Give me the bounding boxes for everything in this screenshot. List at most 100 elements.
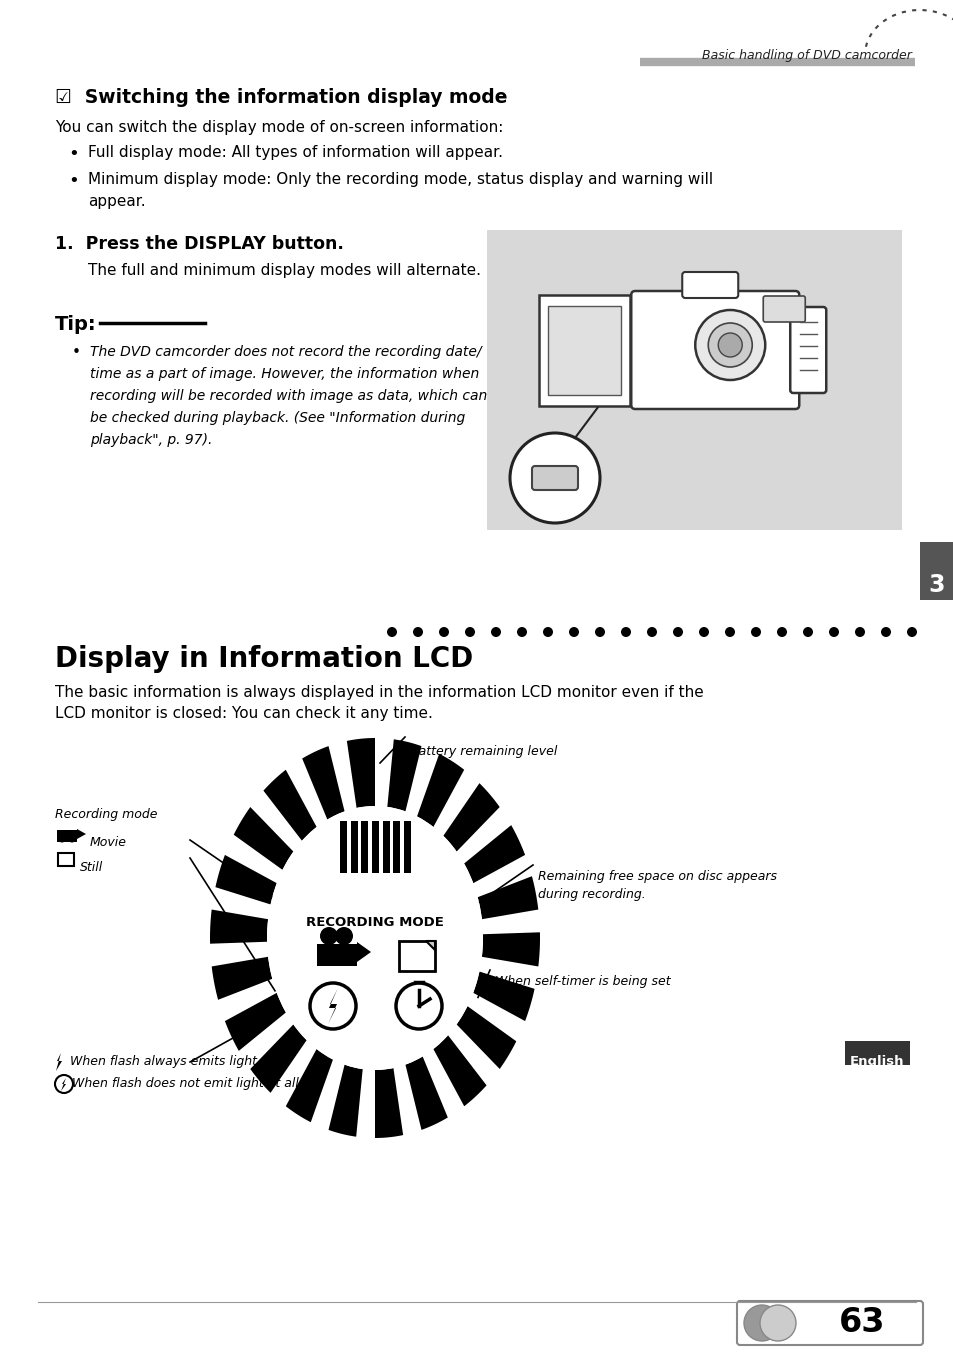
Text: Still: Still [80, 861, 103, 873]
Polygon shape [443, 783, 499, 852]
Circle shape [595, 627, 604, 637]
Bar [844, 1041, 909, 1065]
Bar [351, 821, 357, 873]
Polygon shape [56, 1053, 62, 1071]
Text: appear.: appear. [88, 193, 146, 210]
FancyBboxPatch shape [762, 296, 804, 322]
Text: Movie: Movie [90, 836, 127, 849]
Circle shape [57, 833, 67, 842]
Circle shape [68, 833, 76, 842]
Circle shape [672, 627, 682, 637]
Circle shape [438, 627, 449, 637]
Text: The basic information is always displayed in the information LCD monitor even if: The basic information is always displaye… [55, 685, 703, 700]
Text: be checked during playback. (See "Information during: be checked during playback. (See "Inform… [90, 411, 465, 425]
FancyBboxPatch shape [681, 272, 738, 297]
Circle shape [646, 627, 657, 637]
Bar [57, 830, 77, 842]
Circle shape [464, 627, 475, 637]
Polygon shape [286, 1049, 333, 1122]
Polygon shape [77, 829, 86, 840]
FancyBboxPatch shape [919, 542, 953, 600]
Bar [393, 821, 400, 873]
Bar [372, 821, 378, 873]
Polygon shape [302, 746, 344, 819]
Text: Remaining free space on disc appears: Remaining free space on disc appears [537, 869, 776, 883]
Circle shape [55, 1075, 73, 1092]
Polygon shape [464, 825, 524, 883]
FancyBboxPatch shape [737, 1301, 923, 1345]
Circle shape [310, 983, 355, 1029]
Polygon shape [215, 854, 276, 904]
Polygon shape [328, 988, 337, 1023]
Circle shape [718, 333, 741, 357]
Text: English: English [849, 1055, 903, 1068]
Polygon shape [212, 957, 272, 999]
Circle shape [880, 627, 890, 637]
Polygon shape [328, 1064, 362, 1137]
Text: •: • [71, 345, 81, 360]
Text: When self-timer is being set: When self-timer is being set [495, 975, 670, 988]
Circle shape [699, 627, 708, 637]
FancyBboxPatch shape [486, 230, 901, 530]
Circle shape [802, 627, 812, 637]
Polygon shape [347, 738, 375, 808]
Bar [58, 853, 74, 867]
Text: time as a part of image. However, the information when: time as a part of image. However, the in… [90, 366, 478, 381]
Polygon shape [61, 1078, 66, 1091]
Polygon shape [426, 941, 435, 950]
Text: Recording mode: Recording mode [55, 808, 157, 821]
Ellipse shape [267, 806, 482, 1069]
FancyBboxPatch shape [789, 307, 825, 393]
Circle shape [510, 433, 599, 523]
FancyBboxPatch shape [631, 291, 799, 410]
Circle shape [568, 627, 578, 637]
Circle shape [335, 927, 353, 945]
Circle shape [387, 627, 396, 637]
Polygon shape [456, 1006, 516, 1069]
Text: Display in Information LCD: Display in Information LCD [55, 645, 473, 673]
Circle shape [620, 627, 630, 637]
Bar [403, 821, 411, 873]
Text: 3: 3 [928, 573, 944, 598]
Text: RECORDING MODE: RECORDING MODE [306, 917, 443, 930]
Polygon shape [233, 807, 294, 869]
Circle shape [319, 927, 337, 945]
Polygon shape [416, 754, 464, 827]
Text: When flash does not emit light at all: When flash does not emit light at all [71, 1078, 298, 1090]
Text: recording will be recorded with image as data, which can: recording will be recorded with image as… [90, 389, 487, 403]
Text: When flash always emits light: When flash always emits light [70, 1055, 256, 1068]
Circle shape [760, 1305, 795, 1341]
Circle shape [828, 627, 838, 637]
Circle shape [707, 323, 752, 366]
Text: Full display mode: All types of information will appear.: Full display mode: All types of informat… [88, 145, 502, 160]
Text: The DVD camcorder does not record the recording date/: The DVD camcorder does not record the re… [90, 345, 481, 360]
Polygon shape [356, 942, 371, 963]
Circle shape [724, 627, 734, 637]
Bar [398, 941, 435, 971]
FancyBboxPatch shape [538, 295, 630, 406]
Circle shape [750, 627, 760, 637]
Text: Minimum display mode: Only the recording mode, status display and warning will: Minimum display mode: Only the recording… [88, 172, 713, 187]
Text: LCD monitor is closed: You can check it any time.: LCD monitor is closed: You can check it … [55, 706, 433, 721]
Circle shape [743, 1305, 780, 1341]
Polygon shape [405, 1056, 447, 1130]
Polygon shape [225, 992, 286, 1051]
Text: •: • [68, 172, 79, 191]
Circle shape [854, 627, 864, 637]
Text: •: • [68, 145, 79, 164]
Polygon shape [263, 769, 316, 841]
Text: Basic handling of DVD camcorder: Basic handling of DVD camcorder [701, 49, 911, 61]
Text: playback", p. 97).: playback", p. 97). [90, 433, 213, 448]
Polygon shape [473, 972, 534, 1021]
Polygon shape [433, 1036, 486, 1106]
Circle shape [491, 627, 500, 637]
Bar [382, 821, 389, 873]
Bar [339, 821, 347, 873]
Polygon shape [477, 876, 537, 919]
Text: The full and minimum display modes will alternate.: The full and minimum display modes will … [88, 264, 480, 279]
Circle shape [395, 983, 441, 1029]
Bar [361, 821, 368, 873]
Text: ☑  Switching the information display mode: ☑ Switching the information display mode [55, 88, 507, 107]
Circle shape [906, 627, 916, 637]
Circle shape [695, 310, 764, 380]
